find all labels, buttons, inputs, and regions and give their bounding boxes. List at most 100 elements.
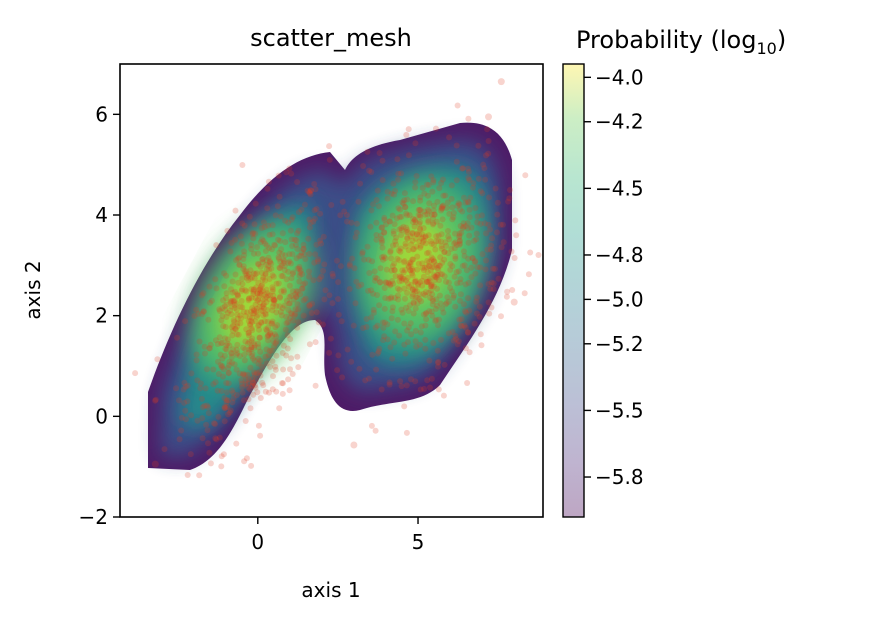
scatter-point [241,351,248,358]
scatter-point [264,332,271,339]
scatter-point [416,231,422,238]
scatter-point [486,310,493,317]
scatter-point [472,258,479,265]
scatter-point [378,235,385,242]
scatter-point [173,385,180,392]
y-tick-label: 2 [95,304,108,328]
scatter-point [318,273,325,280]
scatter-point [271,343,278,350]
scatter-point [216,308,223,314]
scatter-point [283,297,290,304]
scatter-point [433,125,439,132]
scatter-point [389,308,396,315]
scatter-point [225,380,232,387]
scatter-point [466,177,473,184]
scatter-point [468,274,475,281]
scatter-point [450,294,457,301]
scatter-point [410,198,417,205]
scatter-point [494,199,501,206]
scatter-point [229,278,236,285]
scatter-point [482,266,489,273]
scatter-point [215,358,221,365]
scatter-point [265,337,271,344]
scatter-point [413,231,420,238]
scatter-point [277,258,284,265]
scatter-point [269,222,276,229]
scatter-point [402,204,409,211]
scatter-point [248,344,255,351]
scatter-point [402,350,409,357]
scatter-point [297,267,304,274]
scatter-point [289,243,296,249]
scatter-point [288,293,295,299]
scatter-point [403,277,409,284]
scatter-point [279,230,286,237]
scatter-point [465,279,472,286]
scatter-point [425,192,431,199]
scatter-point [417,386,424,393]
scatter-point [504,288,511,295]
scatter-point [479,190,486,197]
scatter-point [265,222,272,229]
scatter-point [278,246,285,253]
scatter-point [335,352,342,359]
scatter-point [250,235,257,242]
scatter-point [382,255,389,262]
scatter-point [199,435,206,442]
scatter-point [462,345,469,352]
scatter-point [398,306,405,313]
scatter-point [282,239,289,246]
scatter-point [236,353,243,359]
scatter-point [254,290,261,297]
scatter-point [246,295,253,302]
scatter-point [449,288,455,295]
scatter-point [132,370,139,377]
scatter-point [443,204,450,211]
scatter-point [471,237,478,244]
scatter-point [242,418,249,424]
scatter-point [260,302,267,309]
scatter-point [290,296,297,303]
scatter-point [455,268,462,275]
scatter-point [370,306,377,313]
scatter-point [426,200,433,207]
scatter-point [485,281,492,287]
scatter-point [428,375,435,382]
scatter-point [231,319,238,325]
scatter-point [436,292,443,299]
scatter-point [296,278,303,285]
scatter-point [251,310,258,317]
scatter-point [431,211,438,218]
scatter-point [270,292,277,299]
scatter-point [327,335,334,342]
scatter-point [481,165,488,172]
scatter-point [239,286,246,293]
scatter-point [409,230,416,237]
scatter-point [235,331,242,338]
scatter-point [429,296,436,303]
scatter-point [438,243,445,250]
scatter-point [435,359,441,366]
scatter-point [249,319,255,326]
scatter-point [384,195,391,202]
scatter-point [427,238,434,245]
scatter-point [269,307,276,314]
scatter-point [454,202,461,209]
scatter-point [258,288,265,295]
scatter-point [433,218,440,225]
scatter-point [411,223,418,230]
scatter-point [219,363,226,369]
scatter-point [464,225,471,232]
scatter-point [197,385,204,392]
scatter-point [268,260,275,267]
scatter-point [251,221,258,228]
scatter-point [368,207,375,214]
scatter-point [264,205,271,212]
scatter-point [366,375,372,382]
scatter-point [243,274,250,281]
scatter-point [193,351,200,358]
scatter-point [269,386,276,393]
scatter-point [381,229,387,236]
scatter-point [320,233,327,240]
scatter-point [202,350,208,357]
